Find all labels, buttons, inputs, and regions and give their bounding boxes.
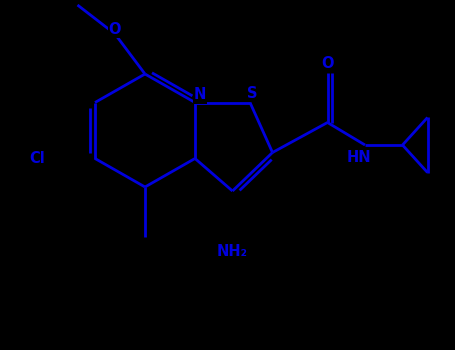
Text: HN: HN bbox=[347, 150, 371, 165]
Text: NH₂: NH₂ bbox=[217, 245, 248, 259]
Text: S: S bbox=[247, 86, 258, 101]
Text: Cl: Cl bbox=[29, 151, 45, 166]
Text: O: O bbox=[321, 56, 334, 71]
Text: O: O bbox=[109, 21, 121, 36]
Text: N: N bbox=[194, 88, 206, 103]
